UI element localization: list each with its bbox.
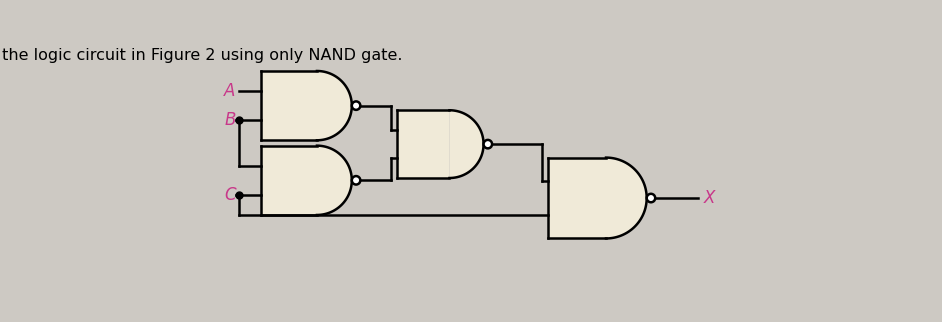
Polygon shape [548,157,606,239]
Circle shape [351,176,361,185]
Polygon shape [261,71,317,140]
Text: A: A [224,82,236,100]
Text: Implement the logic circuit in Figure 2 using only NAND gate.: Implement the logic circuit in Figure 2 … [0,48,403,63]
Polygon shape [317,146,351,215]
Circle shape [483,140,492,148]
Text: X: X [704,189,715,207]
Text: B: B [224,111,236,129]
Circle shape [647,194,656,202]
Polygon shape [397,110,449,178]
Circle shape [351,101,361,110]
Polygon shape [606,157,647,239]
Text: C: C [224,186,236,204]
Polygon shape [449,110,483,178]
Polygon shape [317,71,351,140]
Polygon shape [261,146,317,215]
